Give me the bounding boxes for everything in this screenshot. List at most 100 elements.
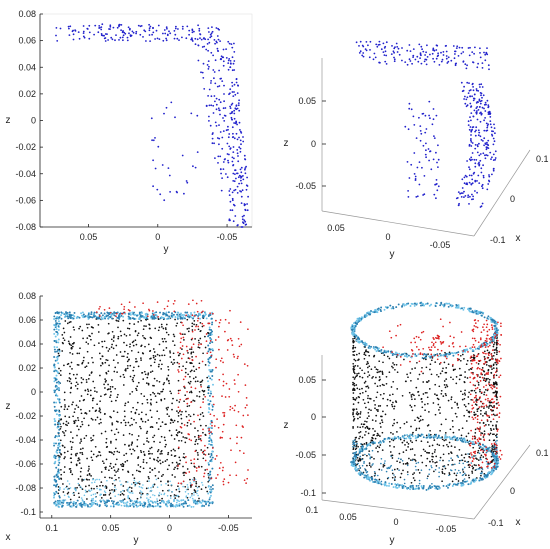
data-point (228, 145, 231, 148)
data-point (236, 172, 238, 175)
data-point (479, 52, 481, 54)
data-point (452, 431, 455, 434)
data-point (233, 122, 236, 124)
data-point (60, 405, 63, 408)
data-point (460, 434, 463, 437)
data-point (178, 503, 181, 506)
data-point (204, 459, 207, 462)
data-point (215, 125, 218, 127)
data-point (408, 44, 411, 46)
data-point (187, 433, 190, 435)
data-point (234, 122, 237, 125)
data-point (202, 401, 204, 403)
data-point (461, 46, 464, 49)
data-point (172, 333, 175, 336)
data-point (166, 305, 169, 308)
data-point (246, 203, 249, 205)
data-point (374, 366, 376, 368)
data-point (474, 428, 477, 431)
data-point (363, 353, 366, 356)
data-point (63, 488, 65, 490)
data-point (461, 178, 464, 181)
data-point (58, 495, 61, 498)
data-point (464, 174, 467, 177)
data-point (204, 469, 207, 471)
data-point (239, 168, 242, 171)
data-point (193, 480, 195, 483)
data-point (476, 151, 479, 154)
data-point (188, 471, 191, 473)
data-point (353, 388, 356, 390)
data-point (425, 434, 428, 437)
y-tick-label: 0 (393, 517, 398, 527)
data-point (231, 102, 234, 105)
data-point (96, 503, 99, 506)
data-point (210, 501, 213, 504)
data-point (58, 398, 61, 401)
data-point (489, 427, 492, 430)
data-point (209, 370, 212, 373)
data-point (145, 317, 148, 319)
data-point (482, 174, 485, 177)
data-point (432, 47, 435, 50)
data-point (98, 410, 101, 412)
data-point (151, 139, 154, 142)
data-point (482, 414, 484, 417)
data-point (153, 351, 156, 353)
data-point (474, 144, 477, 146)
data-point (229, 147, 232, 150)
data-point (359, 426, 362, 429)
data-point (129, 345, 131, 348)
data-point (484, 53, 487, 56)
data-point (53, 418, 56, 420)
data-point (368, 450, 371, 452)
data-point (162, 383, 165, 386)
data-point (75, 404, 78, 407)
data-point (137, 365, 140, 368)
data-point (164, 439, 167, 442)
data-point (229, 112, 232, 115)
data-point (380, 349, 383, 351)
data-point (160, 390, 162, 393)
data-point (393, 47, 396, 50)
data-point (233, 83, 236, 86)
data-point (113, 335, 115, 337)
data-point (189, 415, 192, 418)
data-point (488, 439, 491, 442)
data-point (130, 349, 133, 352)
data-point (368, 464, 371, 467)
z-tick-label: -0.1 (300, 488, 316, 498)
data-point (465, 98, 468, 101)
data-point (211, 133, 214, 136)
data-point (434, 383, 437, 386)
data-point (460, 390, 462, 393)
data-point (374, 407, 376, 410)
data-point (484, 117, 486, 119)
data-point (214, 121, 217, 124)
data-point (233, 157, 235, 160)
data-point (78, 458, 81, 461)
data-point (379, 405, 382, 407)
data-point (153, 483, 156, 486)
data-point (471, 95, 473, 98)
data-point (435, 183, 438, 185)
x-ticks-tr: 0.10-0.1 (490, 154, 549, 245)
data-point (211, 467, 214, 470)
data-point (53, 420, 56, 423)
data-point (118, 315, 121, 318)
data-point (247, 469, 249, 471)
data-point (469, 347, 472, 350)
data-point (396, 421, 399, 424)
data-point (213, 425, 216, 427)
data-point (187, 303, 190, 305)
data-point (90, 487, 93, 490)
data-point (177, 371, 180, 373)
data-point (362, 454, 364, 457)
data-point (135, 32, 138, 35)
data-point (236, 192, 239, 194)
data-point (377, 409, 379, 411)
data-point (64, 404, 66, 406)
data-point (377, 307, 380, 310)
data-point (104, 476, 106, 479)
data-point (216, 41, 218, 44)
